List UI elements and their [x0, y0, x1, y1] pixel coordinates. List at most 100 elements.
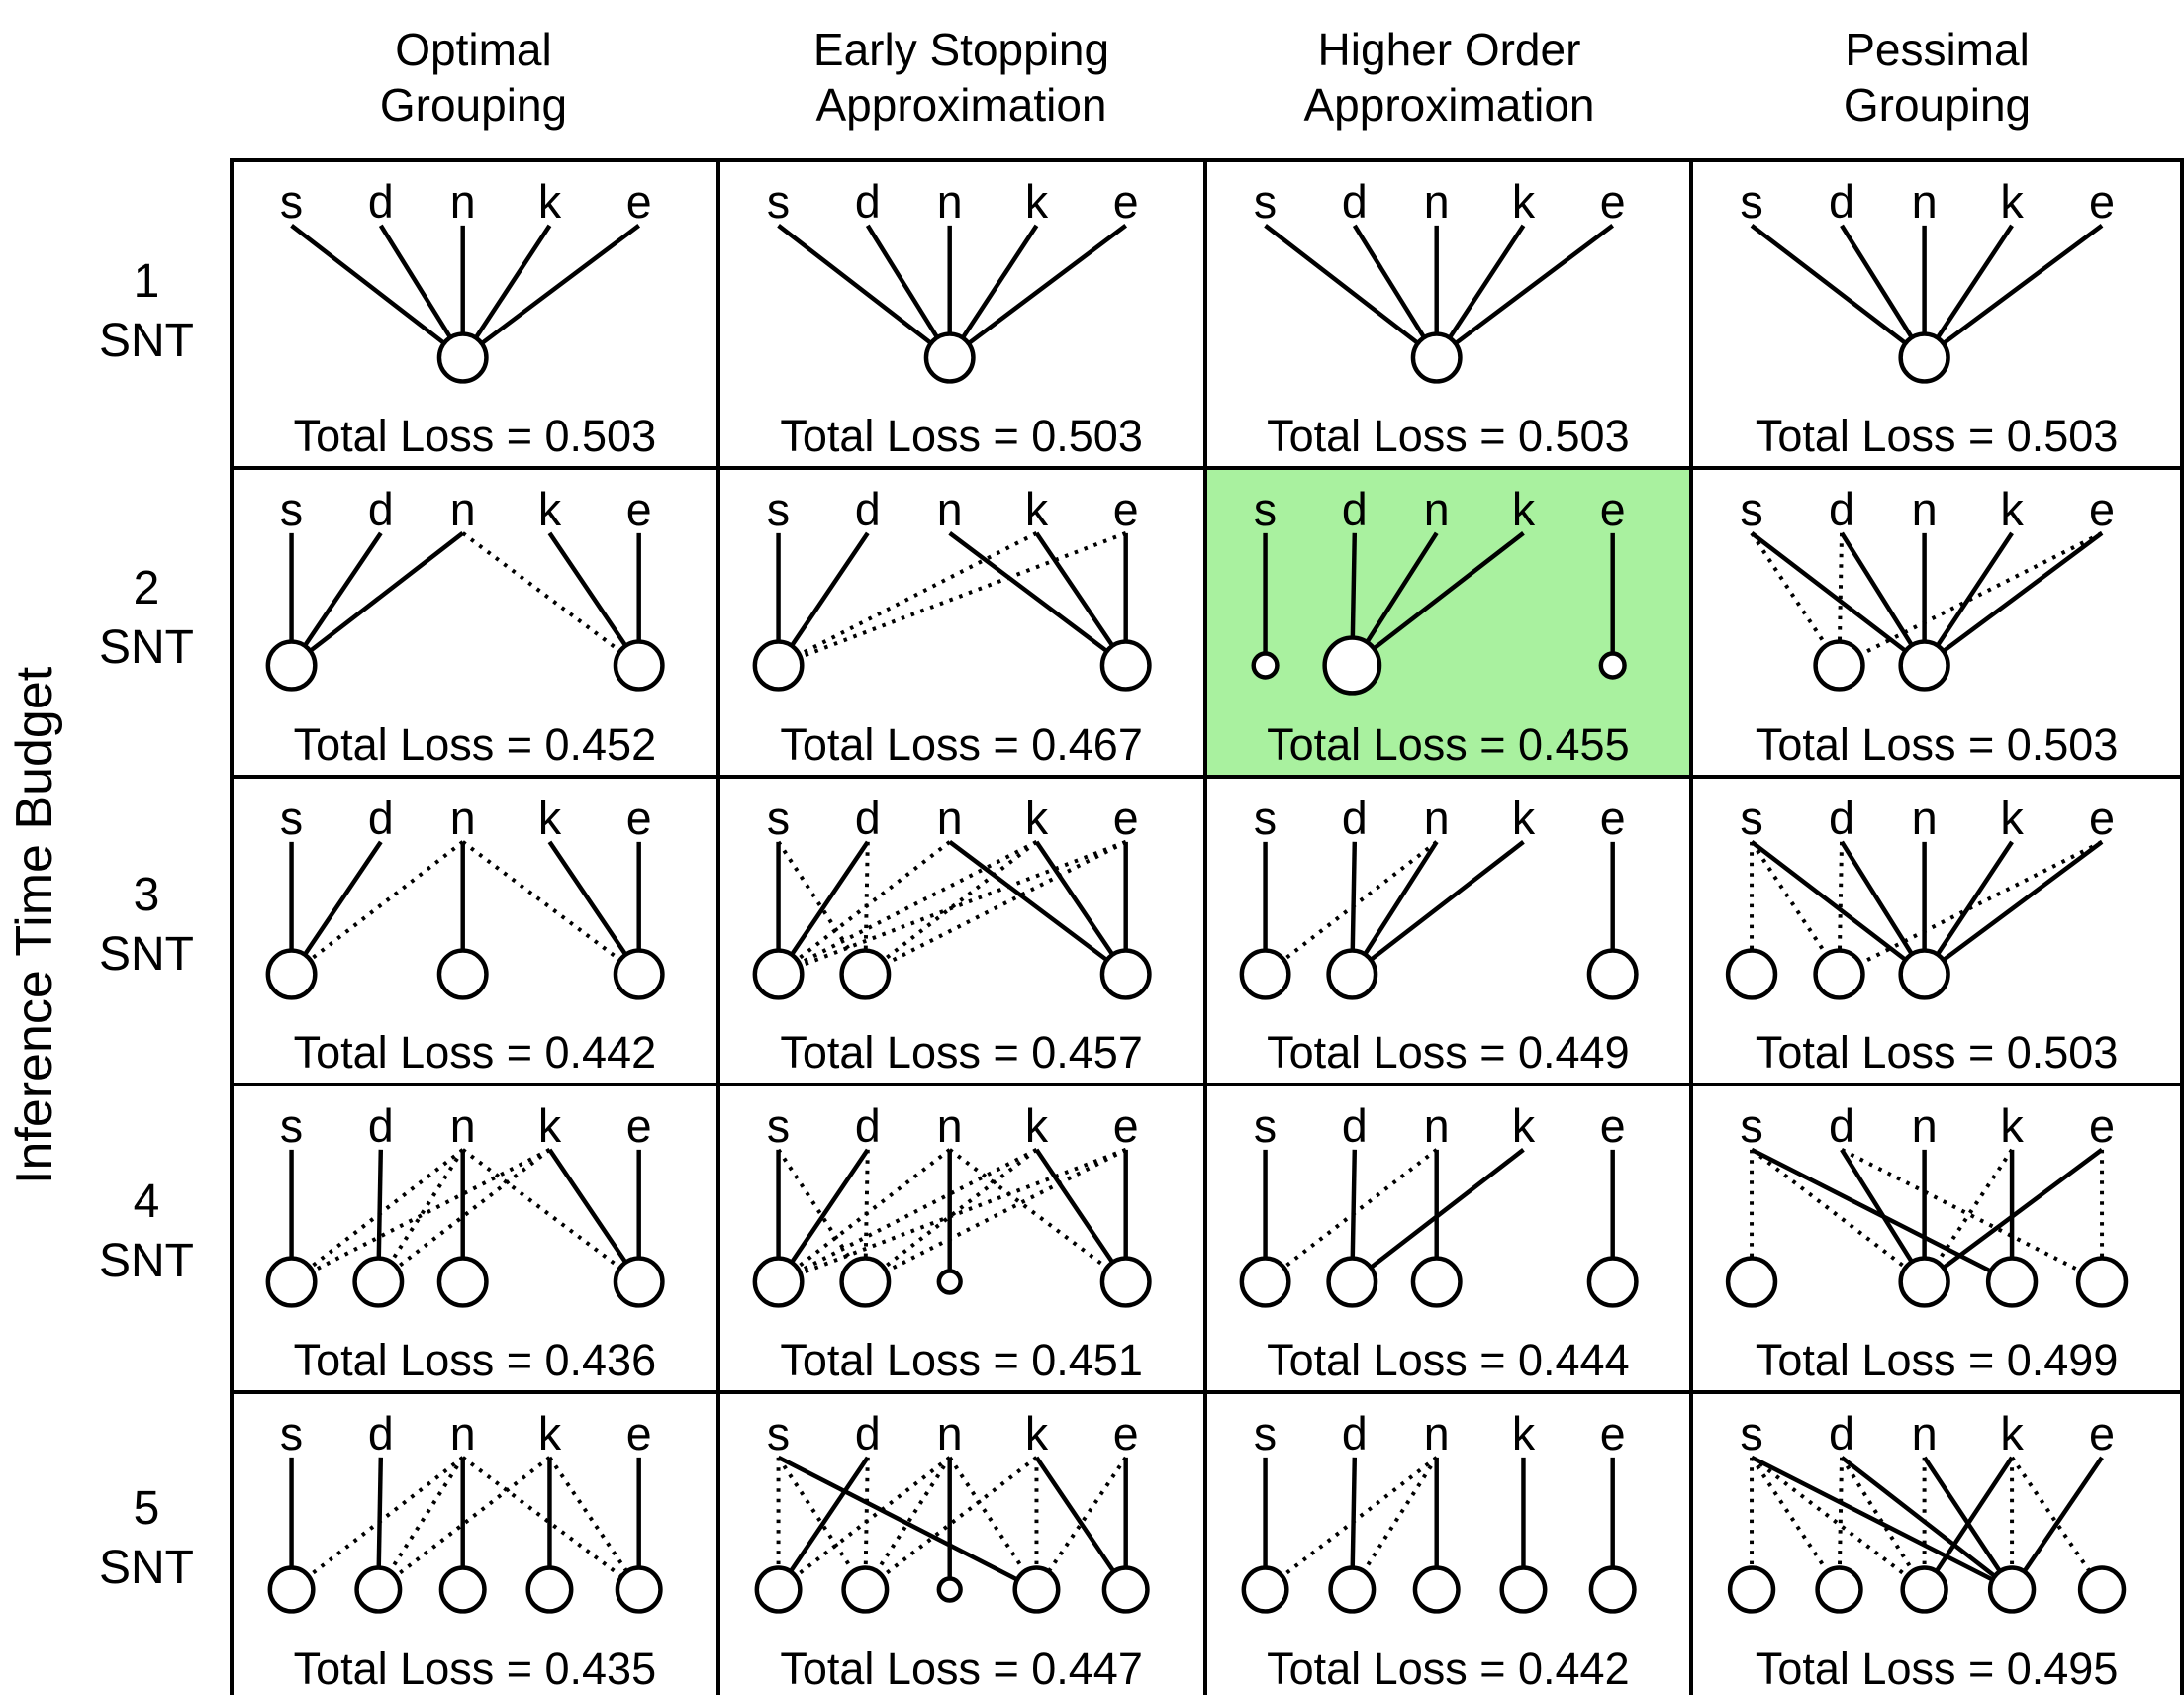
letter-label: s — [280, 1100, 303, 1152]
letter-label: n — [450, 176, 476, 228]
letter-label: d — [368, 792, 394, 843]
cell-r2-c2: s d n k e Total Loss = 0.467 — [719, 470, 1207, 779]
group-node-circle — [1988, 1565, 2037, 1615]
letter-label: e — [2089, 484, 2115, 535]
edge-dotted — [461, 1148, 640, 1284]
group-node-circle — [923, 331, 976, 384]
group-node-circle — [1012, 1565, 1061, 1615]
edge-solid — [1923, 224, 2104, 360]
letter-label: k — [1025, 1100, 1049, 1152]
edge-dotted — [948, 1148, 1127, 1284]
cell-r2-c3-highlighted: s d n k e Total Loss = 0.455 — [1206, 470, 1694, 779]
group-node-circle — [1986, 1256, 2039, 1308]
edge-solid — [290, 531, 465, 668]
letter-label: d — [1829, 1408, 1854, 1460]
total-loss-label: Total Loss = 0.503 — [1267, 411, 1630, 462]
edge-solid — [1034, 1148, 1128, 1283]
edge-solid — [1350, 531, 1525, 668]
letter-label: n — [450, 1100, 476, 1152]
group-node-circle — [1239, 948, 1291, 1000]
total-loss-label: Total Loss = 0.452 — [293, 718, 657, 770]
group-node-circle — [265, 639, 318, 693]
total-loss-label: Total Loss = 0.503 — [780, 411, 1143, 462]
total-loss-label: Total Loss = 0.503 — [1755, 718, 2119, 770]
group-node-circle — [1813, 948, 1865, 1000]
letter-label: e — [1599, 484, 1625, 535]
letter-label: n — [937, 176, 963, 228]
edge-solid — [1922, 531, 2015, 668]
edge-solid — [948, 531, 1127, 668]
total-loss-label: Total Loss = 0.503 — [1755, 1027, 2119, 1079]
edge-solid — [289, 840, 383, 976]
letter-label: d — [1829, 176, 1854, 228]
group-node-circle — [841, 1565, 890, 1615]
row-label-3-snt: 3 SNT — [99, 869, 194, 981]
letter-label: s — [767, 792, 790, 843]
letter-label: d — [368, 484, 394, 535]
edge-solid — [1750, 531, 1927, 668]
letter-label: s — [280, 484, 303, 535]
letter-label: s — [1741, 176, 1763, 228]
edge-dotted — [290, 1148, 551, 1284]
edge-solid — [776, 224, 951, 360]
group-node-circle — [2078, 1565, 2127, 1615]
letter-label: k — [1511, 176, 1535, 228]
total-loss-label: Total Loss = 0.442 — [293, 1027, 657, 1079]
letter-label: d — [855, 1100, 881, 1152]
letter-label: s — [1253, 1408, 1276, 1460]
edge-solid — [2010, 1457, 2105, 1592]
edge-dotted — [461, 531, 640, 668]
letter-label: k — [1025, 792, 1049, 843]
group-node-circle — [1586, 948, 1639, 1000]
group-node-circle — [752, 1256, 805, 1308]
edge-dotted — [461, 839, 640, 976]
letter-label: s — [280, 1408, 303, 1460]
letter-label: k — [2001, 176, 2025, 228]
edge-solid — [1922, 840, 2015, 976]
letter-label: n — [1912, 484, 1938, 535]
letter-label: e — [2089, 1100, 2115, 1152]
edge-solid — [947, 224, 1039, 359]
cell-r4-c3: s d n k e Total Loss = 0.444 — [1206, 1086, 1694, 1395]
letter-label: s — [767, 1408, 790, 1460]
group-node-circle — [752, 948, 805, 1000]
letter-label: d — [1829, 793, 1854, 844]
letter-label: n — [1423, 176, 1449, 228]
letter-label: n — [450, 792, 476, 843]
letter-label: k — [1511, 1100, 1535, 1152]
letter-label: e — [2089, 793, 2115, 844]
edge-dotted — [547, 1457, 641, 1592]
letter-label: e — [1113, 1408, 1139, 1460]
letter-label: k — [2001, 1100, 2025, 1152]
row-label-2-snt: 2 SNT — [99, 562, 194, 674]
group-node-circle — [1898, 1256, 1951, 1308]
letter-label: n — [1912, 1408, 1938, 1460]
cell-r5-c1: s d n k e Total Loss = 0.435 — [234, 1394, 720, 1695]
edge-dotted — [1838, 531, 2104, 668]
letter-label: s — [1253, 1100, 1276, 1152]
edge-solid — [948, 839, 1127, 977]
edge-dotted — [777, 839, 1127, 977]
letter-label: k — [1511, 484, 1535, 535]
edge-solid — [547, 531, 641, 668]
group-node-circle — [752, 639, 805, 693]
cell-r3-c3: s d n k e Total Loss = 0.449 — [1206, 778, 1694, 1087]
letter-label: n — [450, 1408, 476, 1460]
group-node-circle — [1250, 651, 1280, 681]
edge-dotted — [864, 1148, 1127, 1284]
letter-label: n — [1423, 792, 1449, 843]
cell-r4-c1: s d n k e Total Loss = 0.436 — [234, 1086, 720, 1395]
group-node-circle — [267, 1565, 316, 1615]
group-node-circle — [1726, 1256, 1778, 1308]
letter-label: d — [1829, 1100, 1854, 1152]
letter-label: e — [1599, 1100, 1625, 1152]
letter-label: s — [1741, 793, 1763, 844]
letter-label: k — [2001, 793, 2025, 844]
cell-r2-c1: s d n k e Total Loss = 0.452 — [234, 470, 720, 779]
edge-dotted — [290, 839, 464, 976]
group-node-circle — [1898, 331, 1951, 384]
